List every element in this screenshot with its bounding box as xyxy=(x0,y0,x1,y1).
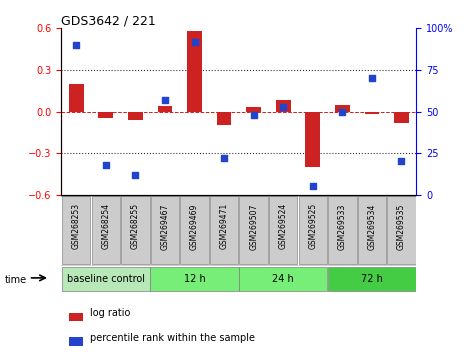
Bar xyxy=(210,196,238,264)
Text: GSM269535: GSM269535 xyxy=(397,203,406,250)
Bar xyxy=(69,337,83,346)
Bar xyxy=(365,112,379,114)
Point xyxy=(280,104,287,109)
Bar xyxy=(150,267,238,291)
Bar xyxy=(62,196,90,264)
Bar xyxy=(387,196,416,264)
Bar xyxy=(158,106,172,112)
Text: GSM268254: GSM268254 xyxy=(101,203,110,249)
Point xyxy=(398,159,405,164)
Bar xyxy=(98,112,113,119)
Point xyxy=(220,155,228,161)
Bar xyxy=(328,196,357,264)
Bar xyxy=(328,267,416,291)
Text: GSM269525: GSM269525 xyxy=(308,203,317,250)
Bar xyxy=(269,196,298,264)
Text: GSM269534: GSM269534 xyxy=(368,203,377,250)
Text: percentile rank within the sample: percentile rank within the sample xyxy=(90,333,255,343)
Bar xyxy=(69,313,83,321)
Bar xyxy=(187,31,202,112)
Bar xyxy=(217,112,231,125)
Text: time: time xyxy=(5,275,27,285)
Text: GSM268253: GSM268253 xyxy=(72,203,81,249)
Bar xyxy=(69,84,84,112)
Bar xyxy=(180,196,209,264)
Bar xyxy=(151,196,179,264)
Bar xyxy=(276,101,290,112)
Text: GSM269533: GSM269533 xyxy=(338,203,347,250)
Bar xyxy=(121,196,149,264)
Point xyxy=(309,183,316,189)
Text: GSM269467: GSM269467 xyxy=(160,203,169,250)
Point xyxy=(339,109,346,114)
Text: 12 h: 12 h xyxy=(184,274,205,284)
Text: GSM269469: GSM269469 xyxy=(190,203,199,250)
Text: 72 h: 72 h xyxy=(361,274,383,284)
Text: GSM269507: GSM269507 xyxy=(249,203,258,250)
Bar xyxy=(62,267,150,291)
Text: GSM268255: GSM268255 xyxy=(131,203,140,249)
Bar xyxy=(306,112,320,167)
Bar xyxy=(298,196,327,264)
Point xyxy=(102,162,110,167)
Text: log ratio: log ratio xyxy=(90,308,130,318)
Point xyxy=(72,42,80,48)
Text: GSM269524: GSM269524 xyxy=(279,203,288,250)
Bar xyxy=(335,104,350,112)
Bar xyxy=(92,196,120,264)
Bar xyxy=(239,267,327,291)
Text: baseline control: baseline control xyxy=(67,274,145,284)
Text: GDS3642 / 221: GDS3642 / 221 xyxy=(61,14,156,27)
Text: GSM269471: GSM269471 xyxy=(219,203,228,250)
Bar xyxy=(246,107,261,112)
Point xyxy=(131,172,139,178)
Bar xyxy=(239,196,268,264)
Point xyxy=(191,39,198,45)
Bar xyxy=(394,112,409,122)
Bar xyxy=(128,112,143,120)
Point xyxy=(161,97,169,103)
Point xyxy=(368,75,376,81)
Bar xyxy=(358,196,386,264)
Point xyxy=(250,112,257,118)
Text: 24 h: 24 h xyxy=(272,274,294,284)
